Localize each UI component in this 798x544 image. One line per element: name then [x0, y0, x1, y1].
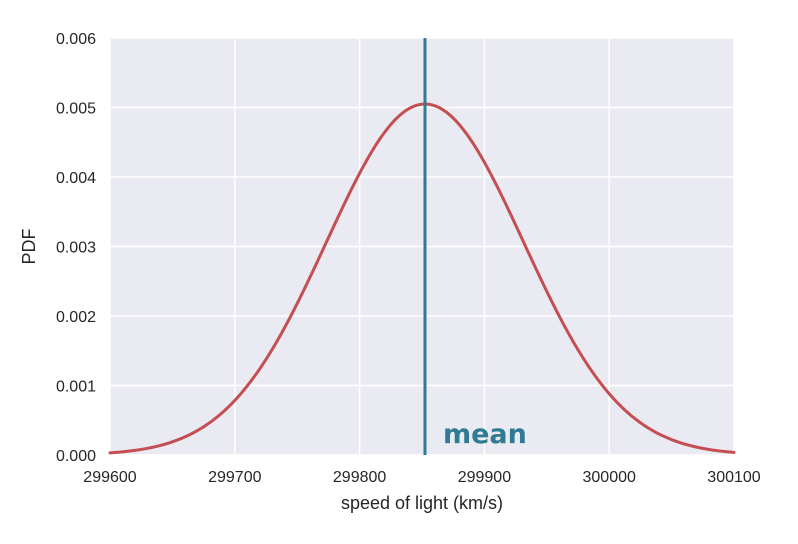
- series-layer: [108, 102, 736, 455]
- x-tick-label: 299900: [458, 469, 511, 486]
- mean-annotation-label: mean: [443, 419, 527, 450]
- x-tick-label: 299800: [333, 469, 386, 486]
- annotation-layer: mean: [423, 38, 527, 455]
- y-tick-label: 0.006: [56, 31, 96, 48]
- y-tick-label: 0.003: [56, 240, 96, 257]
- x-tick-label: 300000: [583, 469, 636, 486]
- y-tick-label: 0.000: [56, 448, 96, 465]
- y-tick-label: 0.005: [56, 101, 96, 118]
- y-tick-label: 0.004: [56, 170, 96, 187]
- x-tick-label: 299600: [83, 469, 136, 486]
- y-tick-label: 0.002: [56, 309, 96, 326]
- normal-pdf-curve: [108, 102, 736, 455]
- grid-lines: [109, 37, 735, 456]
- x-axis-label: speed of light (km/s): [341, 493, 503, 513]
- x-tick-label: 300100: [707, 469, 760, 486]
- x-tick-label: 299700: [208, 469, 261, 486]
- y-tick-label: 0.001: [56, 379, 96, 396]
- tick-labels: 299600 299700 299800 299900 300000 300100 0.00…: [56, 31, 761, 486]
- y-axis-label: PDF: [19, 228, 39, 264]
